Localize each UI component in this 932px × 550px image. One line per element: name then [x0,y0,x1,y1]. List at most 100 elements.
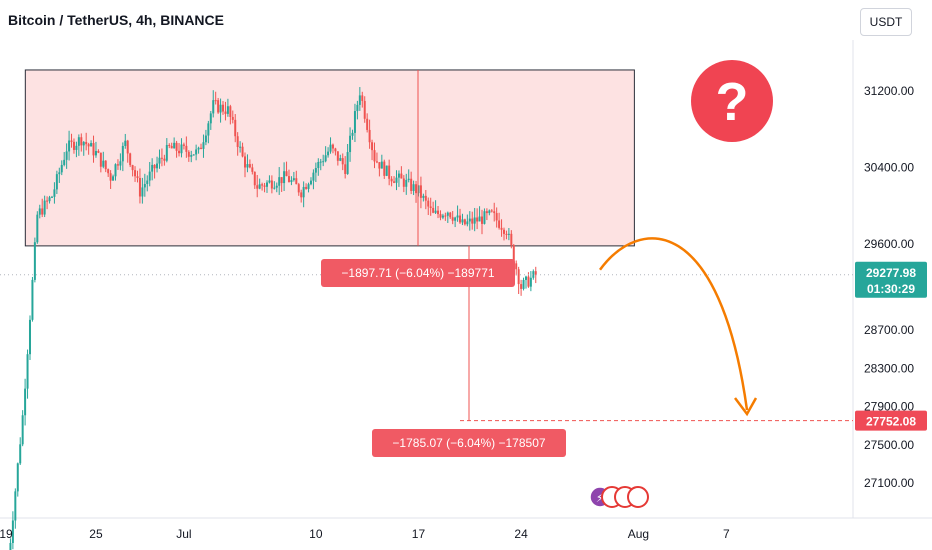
candle-body [241,146,244,157]
candle-body [134,170,137,177]
candle-body [244,156,247,168]
candle-body [97,151,100,153]
svg-text:?: ? [716,72,749,132]
measurement-label: −1785.07 (−6.04%) −178507 [392,436,545,450]
candle-body [138,177,141,197]
x-tick-label: 10 [309,527,323,541]
candle-body [136,176,139,178]
candle-body [437,210,440,215]
candle-body [524,276,527,280]
candle-body [129,153,132,166]
candle-body [229,106,232,117]
candle-body [146,180,149,184]
candle-body [485,211,488,214]
candle-body [234,119,237,137]
candle-body [214,100,217,102]
candle-body [388,165,391,179]
candle-body [351,132,354,136]
y-tick-label: 27500.00 [864,438,914,452]
candle-body [363,100,366,119]
us-flag-icon[interactable] [627,486,649,508]
candle-body [151,164,154,172]
candle-body [114,164,117,177]
candle-body [219,104,222,113]
candle-body [131,165,134,171]
candle-body [429,206,432,208]
candle-body [268,180,271,183]
candle-body [331,144,334,149]
candle-body [212,100,215,114]
candle-body [292,178,295,181]
candle-body [468,218,471,222]
candle-body [9,542,12,550]
countdown-label: 01:30:29 [867,282,915,296]
projection-arrowhead [734,397,758,417]
candle-body [163,158,166,161]
candle-body [307,184,310,189]
candle-body [280,177,283,184]
candle-body [156,163,159,169]
candle-body [99,152,102,167]
currency-selector[interactable]: USDT [860,8,912,36]
candle-body [202,142,205,149]
candle-body [424,195,427,201]
measurement-label-box [321,259,515,287]
event-icons[interactable]: ⚡ [589,486,649,508]
candle-body [190,155,193,157]
candle-body [278,177,281,186]
candle-body [329,144,332,152]
candle-body [368,129,371,143]
candle-body [297,184,300,193]
candle-body [94,151,97,156]
candle-body [21,415,24,445]
x-tick-label: 7 [723,527,730,541]
range-zone [24,69,635,247]
candle-body [263,185,266,187]
candle-body [444,215,447,217]
candle-body [253,171,256,186]
measurement-label-box [372,429,566,457]
candle-body [38,208,41,215]
candle-body [520,284,523,289]
candle-body [322,161,325,163]
candle-body [28,319,31,355]
candle-body [393,181,396,183]
candle-body [339,158,342,161]
candle-body [481,216,484,224]
candle-body [415,184,418,194]
current-price-badge [855,261,927,298]
candle-body [459,215,462,223]
candle-body [309,180,312,185]
candle-body [349,135,352,153]
candle-body [173,142,176,149]
candle-body [19,444,22,464]
candle-body [346,152,349,174]
candle-body [449,212,452,218]
candle-body [217,100,220,113]
candle-body [319,161,322,163]
candle-body [366,118,369,130]
candle-body [493,211,496,214]
candle-body [160,157,163,159]
candle-body [209,113,212,124]
candle-body [102,160,105,167]
candle-body [195,149,198,155]
candle-body [197,147,200,150]
candle-body [471,218,474,224]
candle-body [395,177,398,183]
candle-body [461,219,464,223]
question-icon: ? [691,60,773,142]
candle-body [192,154,195,156]
candle-body [48,197,51,202]
candle-body [158,157,161,164]
candle-body [165,144,168,161]
candle-body [178,150,181,154]
y-tick-label: 27900.00 [864,400,914,414]
candle-body [109,173,112,181]
y-tick-label: 28300.00 [864,361,914,375]
candle-body [187,151,190,157]
candle-body [373,150,376,162]
candle-body [46,200,49,202]
candle-body [356,104,359,112]
candle-body [60,164,63,173]
